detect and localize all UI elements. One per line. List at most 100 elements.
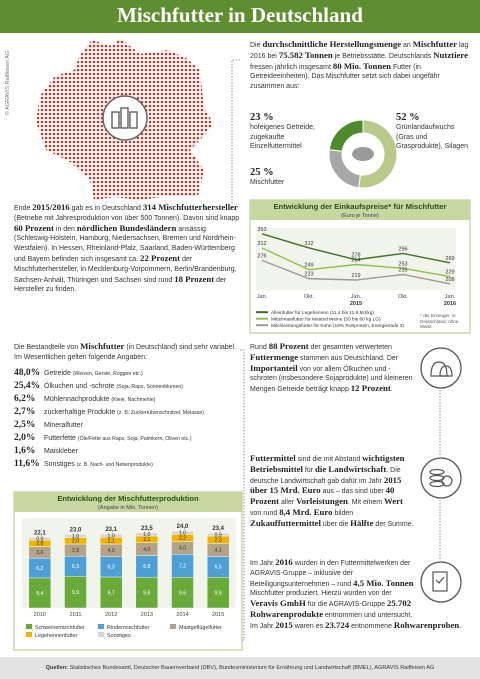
ingredient: 2,0% Futterfette (Öle/Fette aus Raps, Soj…	[14, 432, 240, 445]
title: Mischfutter in Deutschland	[117, 3, 363, 27]
highlight: Futtermenge	[250, 351, 299, 362]
segment-label: 2,0	[72, 539, 79, 545]
text: der Hersteller zu finden.	[14, 276, 227, 294]
year-label: 2015	[350, 301, 362, 307]
segment-label: 9,6	[143, 590, 150, 596]
segment-label: 1,0	[108, 533, 115, 539]
x-tick-label: Jan.	[351, 294, 362, 300]
legend-label: Mittelmastfutter für Mastschweine (50 bi…	[271, 317, 381, 323]
ingredient-share: 6,2%	[14, 393, 36, 404]
x-tick-label: Jan.	[257, 294, 268, 300]
origin-text: Rund 88 Prozent der gesamten verwerteten…	[250, 341, 472, 396]
legend-label: Sonstiges	[107, 633, 131, 639]
highlight: 80 Mio. Tonnen	[332, 60, 391, 71]
donut-category: hofeigenes Getreide, zugekaufte Einzelfu…	[250, 124, 315, 150]
value-label: 253	[398, 261, 407, 267]
ingredient-name: Getreide	[44, 369, 71, 377]
highlight: Vorleistungen	[296, 496, 348, 507]
text: aller	[279, 499, 297, 507]
segment-label: 9,4	[36, 591, 43, 597]
ingredient: 48,0% Getreide (Weizen, Gerste, Roggen et…	[14, 367, 240, 380]
value-label: 264	[351, 258, 360, 264]
text: . Die deutsche Landwirtschaft gab dafür …	[250, 466, 401, 485]
highlight: 75.582 Tonnen	[278, 49, 333, 60]
donut-slice	[328, 149, 361, 189]
text: fressen jährlich insgesamt	[250, 63, 333, 71]
agravis-text: Im Jahr 2016 wurden in den Futtermittelw…	[250, 557, 472, 632]
text: gab es in Deutschland	[69, 205, 143, 212]
ingredient-name: zuckerhaltige Produkte	[44, 408, 116, 416]
highlight: 22 Prozent	[140, 252, 181, 263]
costs-body: Futtermittel sind die mit Abstand wichti…	[250, 453, 414, 528]
title-band	[0, 0, 480, 33]
value-label: 229	[445, 270, 454, 276]
text: der Mischfutterhersteller, in Mecklenbur…	[14, 255, 237, 284]
components-intro: Die Bestandteile von Mischfutter (in Deu…	[14, 341, 240, 363]
highlight: 25.702 Rohwarenprodukte	[250, 598, 412, 619]
ingredient-name: Futterfette	[44, 434, 76, 442]
footer-label: Quellen:	[45, 665, 68, 671]
text: für die AGRAVIS-Gruppe	[305, 601, 388, 609]
ingredient-detail: (Kleie, Nachmehle)	[111, 396, 156, 403]
donut-value-label: 52 %	[396, 112, 420, 123]
segment-label: 2,3	[215, 537, 222, 543]
ingredient-name: Maiskleber	[44, 447, 78, 455]
origin-body: Rund 88 Prozent der gesamten verwerteten…	[250, 341, 413, 394]
segment-label: 0,9	[215, 532, 222, 538]
ingredient-detail: (z. B. Zuckerrübenschnitzel, Melasse)	[117, 409, 204, 416]
highlight: über 15 Mrd. Euro	[250, 485, 321, 496]
chart-note: * der Erzeuger, in Deutschland, ohne MwS…	[420, 313, 459, 330]
chart-header	[14, 492, 242, 512]
bar-segment	[28, 537, 52, 541]
legend-label: Mastgeflügelfutter	[179, 625, 222, 631]
text: stammen aus Deutschland. Der	[298, 354, 399, 362]
icons	[420, 347, 462, 603]
segment-label: 6,2	[36, 566, 43, 572]
highlight: 2015/2016	[32, 202, 70, 212]
bar-segment	[64, 534, 87, 538]
ingredient: 2,7% zuckerhaltige Produkte (z. B. Zucker…	[14, 406, 240, 419]
highlight: Hälfte	[350, 517, 374, 528]
ingredient-share: 11,6%	[14, 458, 40, 469]
highlight: 12 Prozent	[350, 383, 391, 394]
text: bilden	[332, 509, 354, 517]
highlight: 2016	[275, 557, 293, 567]
text: (in Deutschland) sind sehr variabel. Im …	[14, 344, 237, 361]
x-tick-label: Jan.	[445, 294, 456, 300]
highlight: Mischfutter	[412, 39, 457, 49]
value-label: 219	[351, 273, 360, 279]
segment-label: 4,1	[215, 548, 222, 554]
x-tick-label: Okt.	[398, 294, 409, 300]
donut-label: 23 % hofeigenes Getreide, zugekaufte Einz…	[250, 112, 324, 152]
text: Futter (in Getreideeinheiten). Das Misch…	[250, 63, 440, 91]
text: Die	[250, 42, 263, 49]
manufacturers-text: Ende 2015/2016 gab es in Deutschland 314…	[14, 202, 240, 295]
price-line	[261, 247, 451, 278]
text: Im Jahr	[250, 560, 276, 567]
segment-label: 2,2	[179, 536, 186, 542]
text: der gesamten verwerteten	[308, 344, 392, 351]
plot-area	[22, 518, 236, 608]
highlight: Importanteil	[250, 362, 298, 373]
total-label: 23,0	[70, 527, 82, 533]
value-label: 235	[398, 268, 407, 274]
x-tick-label: 2015	[212, 612, 224, 618]
segment-label: 3,8	[72, 548, 79, 554]
segment-label: 9,6	[215, 590, 222, 596]
value-label: 223	[304, 272, 313, 278]
text: . Mit einem	[347, 499, 385, 507]
donut-label: 52 % Grünlandaufwuchs (Gras und Grasprodu…	[396, 112, 470, 152]
highlight: Wert	[384, 496, 403, 507]
highlight: 18 Prozent	[174, 273, 215, 284]
text: .	[390, 386, 393, 394]
segment-label: 1,0	[179, 531, 186, 537]
footer: Quellen: Statistisches Bundesamt, Deutsc…	[0, 657, 480, 679]
text: sind die mit Abstand	[295, 456, 363, 463]
segment-label: 9,9	[72, 590, 79, 596]
highlight: Nutztiere	[433, 49, 469, 60]
x-tick-label: 2013	[141, 612, 153, 618]
ingredient-detail: (z. B. Nach- und Nebenprodukte)	[76, 461, 153, 468]
segment-label: 6,3	[108, 565, 115, 571]
text: Mischfutter produziert. Hierzu wurden vo…	[250, 590, 392, 598]
